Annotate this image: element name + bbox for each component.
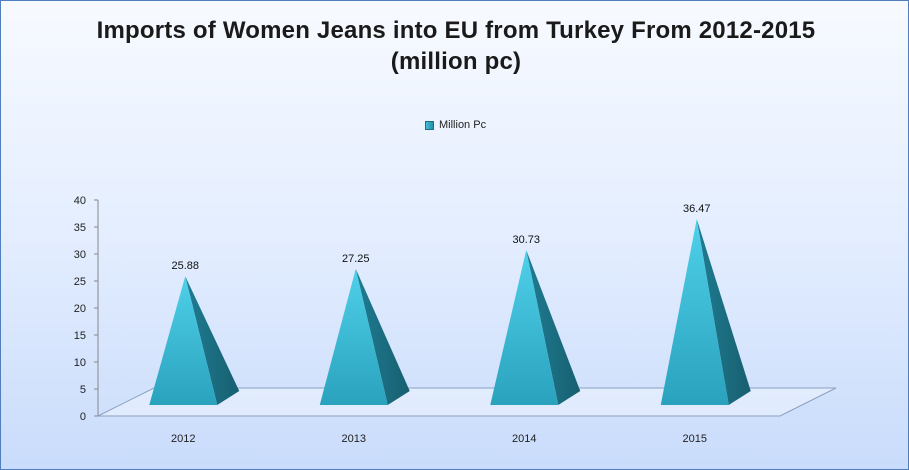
y-tick-label: 0: [80, 411, 86, 423]
x-tick-label: 2015: [683, 433, 707, 445]
pyramid-side-face: [696, 219, 751, 405]
y-tick-label: 30: [74, 249, 86, 261]
pyramid-front-face: [490, 250, 559, 405]
data-label: 25.88: [171, 260, 199, 272]
legend: Million Pc: [425, 119, 486, 131]
y-tick-label: 20: [74, 303, 86, 315]
x-tick-label: 2012: [171, 433, 195, 445]
y-tick-label: 35: [74, 222, 86, 234]
pyramid-front-face: [149, 276, 218, 405]
y-tick-label: 5: [80, 384, 86, 396]
chart-title: Imports of Women Jeans into EU from Turk…: [96, 17, 816, 75]
x-tick-label: 2014: [512, 433, 536, 445]
y-tick-label: 15: [74, 330, 86, 342]
pyramid-front-face: [660, 219, 729, 405]
chart-floor: [97, 387, 837, 417]
data-label: 36.47: [683, 203, 711, 215]
pyramid-side-face: [185, 276, 240, 405]
legend-label: Million Pc: [439, 119, 487, 131]
y-tick-label: 40: [74, 195, 86, 207]
data-label: 30.73: [512, 234, 540, 246]
x-tick-label: 2013: [342, 433, 366, 445]
pyramid-side-face: [526, 250, 581, 405]
pyramid-side-face: [355, 268, 410, 405]
y-tick-label: 25: [74, 276, 86, 288]
data-label: 27.25: [342, 253, 370, 265]
pyramid-front-face: [319, 268, 388, 405]
y-tick-label: 10: [74, 357, 86, 369]
legend-swatch: [425, 120, 434, 130]
